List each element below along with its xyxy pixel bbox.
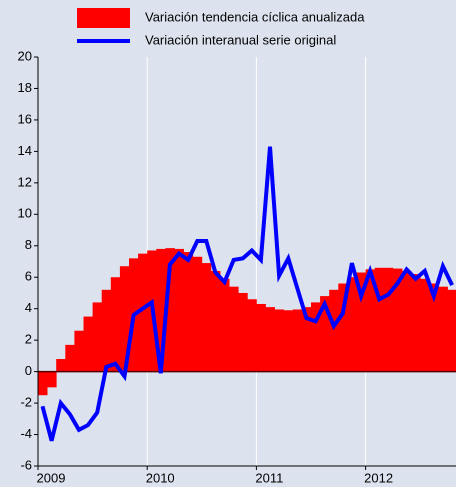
legend-label: Variación tendencia cíclica anualizada bbox=[145, 9, 365, 24]
bar bbox=[192, 256, 203, 372]
y-tick-label: -2 bbox=[20, 395, 32, 410]
bar bbox=[365, 269, 376, 372]
bar bbox=[374, 267, 385, 372]
bar bbox=[411, 274, 421, 372]
y-tick-label: 8 bbox=[25, 237, 32, 252]
y-tick-label: 20 bbox=[18, 48, 32, 63]
x-tick-label: 2012 bbox=[364, 470, 393, 485]
bar bbox=[301, 307, 312, 372]
bar bbox=[174, 248, 184, 372]
bar bbox=[92, 302, 103, 372]
bar bbox=[210, 270, 221, 372]
y-tick-label: 18 bbox=[18, 80, 32, 95]
bar bbox=[110, 277, 121, 372]
y-tick-label: 4 bbox=[25, 300, 32, 315]
y-tick-label: 10 bbox=[18, 206, 32, 221]
bar bbox=[201, 263, 212, 372]
bar bbox=[429, 283, 439, 372]
y-tick-label: -4 bbox=[20, 426, 32, 441]
bar bbox=[283, 310, 294, 372]
x-tick-label: 2011 bbox=[255, 470, 283, 485]
bar bbox=[265, 307, 275, 372]
y-tick-label: -6 bbox=[20, 457, 32, 472]
bar bbox=[38, 371, 48, 396]
y-tick-label: 16 bbox=[18, 111, 32, 126]
bar bbox=[447, 289, 456, 372]
bar bbox=[119, 266, 130, 372]
bar bbox=[65, 344, 75, 372]
legend-swatch bbox=[77, 8, 130, 28]
x-tick-label: 2009 bbox=[37, 470, 66, 485]
legend-label: Variación interanual serie original bbox=[145, 32, 336, 47]
bar bbox=[83, 316, 93, 372]
bar bbox=[274, 309, 285, 372]
bar bbox=[347, 277, 357, 372]
bar bbox=[138, 253, 148, 372]
bar bbox=[329, 289, 339, 372]
y-tick-label: 2 bbox=[25, 332, 32, 347]
bar bbox=[392, 268, 403, 372]
bar bbox=[56, 359, 66, 372]
y-tick-label: 14 bbox=[18, 143, 32, 158]
bar bbox=[229, 286, 239, 372]
y-tick-label: 12 bbox=[18, 174, 32, 189]
bar bbox=[238, 292, 248, 372]
bar bbox=[311, 302, 321, 372]
y-tick-label: 6 bbox=[25, 269, 32, 284]
bar bbox=[292, 309, 303, 372]
bar bbox=[74, 330, 84, 372]
bar bbox=[256, 303, 266, 372]
bar bbox=[356, 272, 366, 372]
bar bbox=[402, 270, 412, 372]
bar bbox=[220, 278, 230, 372]
bar bbox=[383, 267, 394, 372]
bar bbox=[247, 299, 257, 372]
bar bbox=[183, 252, 194, 372]
bar bbox=[101, 289, 112, 372]
line bbox=[40, 146, 454, 442]
bar bbox=[338, 283, 348, 372]
bar bbox=[320, 296, 330, 372]
bar bbox=[165, 248, 175, 372]
y-tick-label: 0 bbox=[25, 363, 32, 378]
bar bbox=[438, 286, 448, 372]
bar bbox=[47, 371, 57, 388]
x-tick-label: 2010 bbox=[146, 470, 175, 485]
bar bbox=[420, 278, 430, 372]
bar bbox=[156, 248, 166, 372]
